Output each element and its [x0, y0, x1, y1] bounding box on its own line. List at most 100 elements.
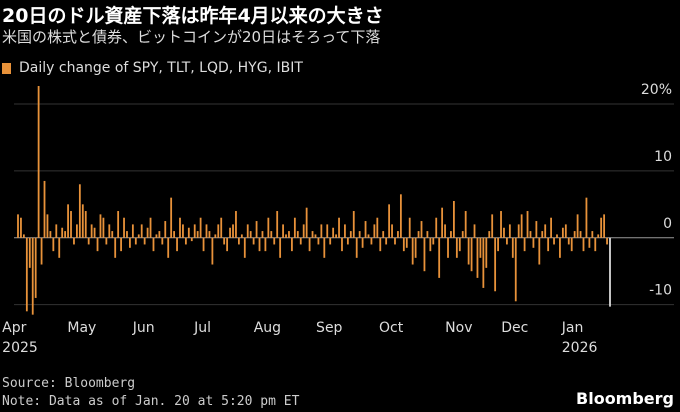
bar — [470, 237, 473, 272]
x-tick-label: May — [67, 320, 97, 336]
bar — [25, 237, 28, 312]
bar — [535, 221, 538, 238]
bar — [547, 237, 550, 252]
bar — [444, 224, 446, 238]
bar — [52, 237, 55, 252]
chart-title: 20日のドル資産下落は昨年4月以来の大きさ — [2, 5, 384, 27]
bar — [81, 204, 84, 238]
bar — [585, 197, 588, 238]
bar — [609, 237, 611, 307]
bar — [391, 224, 393, 238]
bar — [594, 237, 597, 252]
bar — [20, 217, 22, 238]
bar — [217, 224, 220, 238]
bar — [414, 237, 417, 258]
bar — [134, 237, 137, 245]
bar — [291, 237, 293, 252]
bar — [243, 237, 246, 258]
bar — [31, 237, 34, 315]
bar — [158, 231, 161, 238]
bar — [435, 217, 438, 238]
bar — [49, 231, 52, 238]
bar — [314, 234, 317, 238]
bar — [517, 224, 520, 238]
bar — [55, 224, 58, 238]
bar — [352, 211, 355, 238]
bar — [114, 237, 117, 258]
bar — [17, 214, 19, 238]
bar — [497, 237, 499, 252]
legend: Daily change of SPY, TLT, LQD, HYG, IBIT — [2, 60, 303, 76]
bar — [432, 237, 435, 245]
bar — [176, 237, 178, 252]
bar — [603, 214, 606, 238]
bar — [22, 234, 25, 238]
bar — [458, 237, 461, 252]
bar — [364, 221, 367, 238]
bar — [28, 237, 31, 268]
bar — [108, 224, 111, 238]
bar — [182, 224, 184, 238]
bar — [388, 204, 391, 238]
x-tick-label: Aug — [253, 320, 282, 336]
bar — [394, 237, 396, 245]
bar — [508, 224, 511, 238]
bar — [453, 201, 455, 238]
bar — [385, 237, 388, 245]
bar — [64, 231, 67, 238]
bar — [137, 234, 140, 238]
bar — [149, 217, 152, 238]
bar — [332, 227, 335, 238]
y-tick-label: 10 — [654, 149, 672, 165]
bar — [237, 237, 240, 245]
bar — [279, 237, 282, 258]
bar — [299, 237, 302, 245]
bar — [164, 221, 167, 238]
bar — [93, 227, 96, 238]
bar — [270, 231, 273, 238]
bar — [288, 231, 290, 238]
y-tick-label: -10 — [649, 283, 672, 299]
x-tick-label: Jun — [132, 320, 155, 336]
bar — [561, 227, 564, 238]
bar — [214, 234, 217, 238]
bar — [485, 237, 488, 268]
bar — [120, 237, 122, 252]
bar — [61, 227, 64, 238]
bar — [506, 237, 508, 245]
bar — [105, 237, 108, 245]
bar — [317, 237, 320, 245]
bar — [402, 237, 405, 252]
bar — [202, 237, 205, 252]
bar — [370, 237, 373, 245]
x-tick-label: Jan 2026 — [561, 320, 598, 356]
bar — [293, 217, 296, 238]
bar — [367, 234, 370, 238]
bar — [482, 237, 485, 288]
bar — [311, 231, 314, 238]
bar — [146, 227, 149, 238]
bar — [399, 194, 402, 238]
bar — [520, 214, 523, 238]
bar — [296, 231, 299, 238]
x-tick-label: Sep — [316, 320, 343, 336]
bar — [232, 224, 234, 238]
bar — [249, 231, 252, 238]
bar — [423, 237, 426, 272]
bar — [240, 234, 243, 238]
bar — [102, 217, 105, 238]
bar — [438, 237, 441, 278]
bar — [258, 237, 261, 252]
bar — [417, 231, 420, 238]
bar — [179, 217, 181, 238]
bar — [255, 221, 258, 238]
bar — [152, 237, 155, 252]
bar — [40, 237, 43, 265]
bar — [355, 237, 358, 258]
bar — [267, 217, 270, 238]
bar — [73, 237, 75, 245]
bar — [76, 224, 78, 238]
bar — [426, 231, 429, 238]
bar — [229, 227, 231, 238]
